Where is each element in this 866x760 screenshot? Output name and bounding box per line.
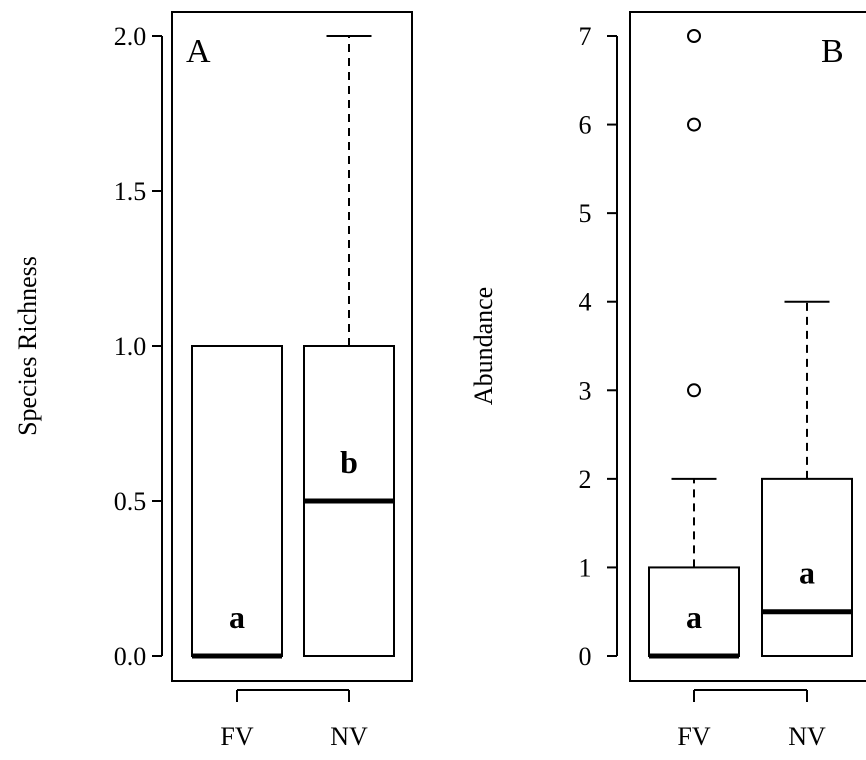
significance-letter: a: [799, 555, 815, 591]
ylabel-species-richness: Species Richness: [13, 256, 42, 436]
y-tick-label: 4: [579, 288, 592, 317]
ylabel-abundance: Abundance: [469, 287, 498, 405]
y-tick-label: 1.5: [114, 177, 147, 206]
y-tick-label: 7: [579, 22, 592, 51]
y-tick-label: 5: [579, 199, 592, 228]
y-tick-label: 3: [579, 376, 592, 405]
y-tick-label: 0.5: [114, 487, 147, 516]
panel-label-a: A: [186, 33, 211, 70]
plot-frame-b: [629, 11, 866, 682]
significance-letter: a: [229, 599, 245, 635]
outlier-point: [687, 117, 701, 132]
y-tick-label: 2: [579, 465, 592, 494]
panel-a: Species Richness A FV NV 0.0 0.5 1.0 1.5 2.0…: [13, 11, 413, 751]
plot-frame-a: [171, 11, 413, 682]
panel-b: Abundance B FV NV 0 1 2 3 4 5 6 7 a a: [469, 11, 866, 751]
y-tick-label: 1.0: [114, 332, 147, 361]
y-tick-label: 2.0: [114, 22, 147, 51]
outlier-point: [687, 29, 701, 43]
panel-label-b: B: [821, 33, 844, 70]
y-tick-label: 0: [579, 642, 592, 671]
significance-letter: a: [686, 599, 702, 635]
x-tick-label-fv: FV: [220, 722, 253, 751]
y-tick-label: 6: [579, 111, 592, 140]
x-tick-label-nv: NV: [330, 722, 368, 751]
outlier-point: [687, 383, 701, 398]
x-tick-label-nv: NV: [788, 722, 826, 751]
y-tick-label: 0.0: [114, 642, 147, 671]
y-tick-label: 1: [579, 553, 592, 582]
significance-letter: b: [340, 444, 358, 480]
x-tick-label-fv: FV: [677, 722, 710, 751]
box-nv: [761, 477, 853, 657]
